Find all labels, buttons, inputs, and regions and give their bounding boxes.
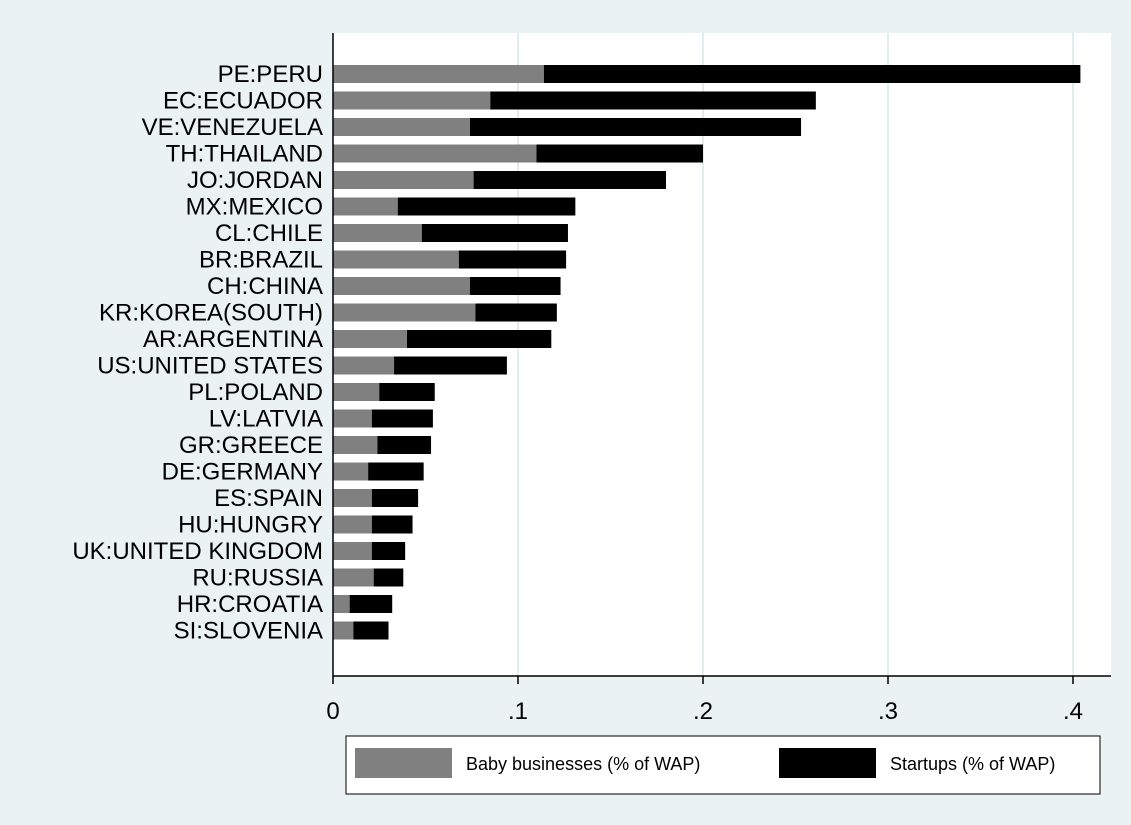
bar-startups-es-spain — [371, 489, 419, 507]
bar-baby-businesses-hr-croatia — [333, 595, 350, 613]
bar-baby-businesses-es-spain — [333, 489, 372, 507]
bar-startups-kr-korea-south — [475, 303, 557, 322]
bar-baby-businesses-lv-latvia — [333, 409, 372, 428]
bar-baby-businesses-mx-mexico — [333, 197, 398, 216]
legend: Baby businesses (% of WAP) Startups (% o… — [345, 735, 1101, 795]
bar-startups-lv-latvia — [371, 409, 433, 428]
category-label-mx-mexico: MX:MEXICO — [186, 194, 323, 221]
bar-baby-businesses-cl-chile — [333, 224, 422, 242]
bar-baby-businesses-ve-venezuela — [333, 118, 470, 136]
bar-baby-businesses-th-thailand — [333, 144, 537, 163]
bar-startups-hu-hungry — [371, 515, 413, 534]
category-label-us-united-states: US:UNITED STATES — [97, 353, 323, 380]
x-tick-label-1: .1 — [508, 698, 528, 725]
bar-startups-us-united-states — [394, 356, 507, 375]
category-labels: PE:PERUEC:ECUADORVE:VENEZUELATH:THAILAND… — [72, 61, 323, 645]
category-label-de-germany: DE:GERMANY — [162, 459, 323, 486]
legend-box — [345, 735, 1101, 795]
plot-area — [333, 33, 1111, 676]
x-axis-ticks: 0 .1 .2 .3 .4 — [326, 676, 1083, 725]
x-tick-label-0: 0 — [326, 698, 339, 725]
legend-swatch-baby-businesses — [355, 748, 452, 778]
category-label-jo-jordan: JO:JORDAN — [187, 167, 323, 194]
bar-startups-pe-peru — [543, 65, 1081, 83]
bar-baby-businesses-ch-china — [333, 277, 470, 295]
legend-label-startups: Startups (% of WAP) — [890, 754, 1055, 774]
bar-startups-jo-jordan — [473, 171, 666, 189]
bar-startups-si-slovenia — [353, 621, 389, 640]
bar-baby-businesses-ru-russia — [333, 568, 374, 587]
bar-startups-cl-chile — [421, 224, 568, 242]
bar-startups-hr-croatia — [349, 595, 393, 613]
legend-label-baby-businesses: Baby businesses (% of WAP) — [466, 754, 700, 774]
category-label-es-spain: ES:SPAIN — [214, 485, 323, 512]
bar-baby-businesses-ar-argentina — [333, 330, 407, 348]
category-label-ec-ecuador: EC:ECUADOR — [163, 88, 323, 115]
category-label-lv-latvia: LV:LATVIA — [209, 406, 323, 433]
gridlines — [517, 33, 1074, 676]
bar-baby-businesses-kr-korea-south — [333, 303, 476, 322]
bar-baby-businesses-hu-hungry — [333, 515, 372, 534]
bar-baby-businesses-pl-poland — [333, 383, 380, 401]
bar-baby-businesses-gr-greece — [333, 436, 378, 454]
bar-startups-ec-ecuador — [490, 91, 816, 110]
bar-startups-gr-greece — [377, 436, 432, 454]
bar-startups-de-germany — [368, 462, 424, 481]
category-label-ar-argentina: AR:ARGENTINA — [143, 326, 323, 353]
category-label-cl-chile: CL:CHILE — [215, 220, 323, 247]
category-label-ch-china: CH:CHINA — [207, 273, 323, 300]
category-label-ru-russia: RU:RUSSIA — [192, 565, 323, 592]
category-label-si-slovenia: SI:SLOVENIA — [174, 618, 323, 645]
category-label-ve-venezuela: VE:VENEZUELA — [142, 114, 323, 141]
x-tick-label-4: .4 — [1063, 698, 1083, 725]
bar-startups-th-thailand — [536, 144, 703, 163]
bar-startups-ar-argentina — [407, 330, 552, 348]
bar-baby-businesses-jo-jordan — [333, 171, 474, 189]
bar-baby-businesses-us-united-states — [333, 356, 395, 375]
bar-startups-br-brazil — [458, 250, 567, 269]
bars — [333, 65, 1081, 640]
category-label-hr-croatia: HR:CROATIA — [177, 591, 323, 618]
category-label-kr-korea-south: KR:KOREA(SOUTH) — [99, 300, 323, 327]
bar-baby-businesses-de-germany — [333, 462, 369, 481]
category-label-hu-hungry: HU:HUNGRY — [178, 512, 323, 539]
bar-startups-ru-russia — [373, 568, 404, 587]
bar-startups-ve-venezuela — [469, 118, 802, 136]
bar-startups-mx-mexico — [397, 197, 576, 216]
bar-startups-ch-china — [469, 277, 561, 295]
bar-baby-businesses-ec-ecuador — [333, 91, 491, 110]
bar-startups-pl-poland — [379, 383, 435, 401]
x-tick-label-2: .2 — [693, 698, 713, 725]
category-label-gr-greece: GR:GREECE — [179, 432, 323, 459]
category-label-br-brazil: BR:BRAZIL — [199, 247, 323, 274]
x-tick-label-3: .3 — [878, 698, 898, 725]
category-label-pl-poland: PL:POLAND — [188, 379, 323, 406]
bar-baby-businesses-si-slovenia — [333, 621, 354, 640]
bar-baby-businesses-pe-peru — [333, 65, 544, 83]
category-label-th-thailand: TH:THAILAND — [166, 141, 323, 168]
bar-baby-businesses-br-brazil — [333, 250, 459, 269]
category-label-pe-peru: PE:PERU — [218, 61, 323, 88]
category-label-uk-united-kingdom: UK:UNITED KINGDOM — [72, 538, 323, 565]
legend-swatch-startups — [779, 748, 876, 778]
bar-baby-businesses-uk-united-kingdom — [333, 542, 372, 560]
bar-startups-uk-united-kingdom — [371, 542, 406, 560]
